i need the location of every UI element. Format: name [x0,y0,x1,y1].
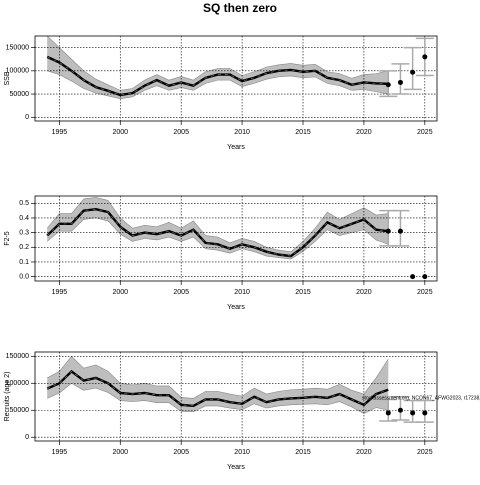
point [385,410,391,416]
point [397,228,403,234]
point [422,54,428,60]
y-tick-label: 50000 [10,91,30,98]
x-tick-label: 2010 [234,129,250,136]
plot-frame [34,195,438,282]
x-tick-label: 2010 [234,289,250,296]
y-tick-label: 150000 [6,353,29,360]
ci-band [47,356,389,414]
x-tick-label: 2005 [173,449,189,456]
x-tick-label: 2000 [112,449,128,456]
x-tick-label: 2025 [417,289,433,296]
point [397,407,403,413]
figure-title: SQ then zero [203,1,277,15]
y-tick-label: 0 [25,434,29,441]
x-tick-label: 2010 [234,449,250,456]
point [422,410,428,416]
point [410,410,416,416]
ci-band [47,36,389,99]
ci-band [47,197,389,260]
y-tick-label: 150000 [6,44,29,51]
y-tick-label: 100000 [6,380,29,387]
y-tick-label: 0 [25,114,29,121]
x-tick-label: 2020 [356,449,372,456]
x-tick-label: 2015 [295,449,311,456]
x-tick-label: 1995 [52,449,68,456]
x-tick-label: 2020 [356,289,372,296]
x-tick-label: 2025 [417,129,433,136]
x-tick-label: 2005 [173,289,189,296]
x-tick-label: 2020 [356,129,372,136]
y-tick-label: 50000 [10,407,30,414]
point [410,69,416,75]
y-tick-label: 100000 [6,68,29,75]
y-tick-label: 0.3 [19,229,29,236]
ci-lower [46,217,389,260]
point [385,228,391,234]
series-line-dash [46,208,389,257]
x-tick-label: 2000 [112,289,128,296]
ci-upper [46,197,389,253]
x-axis-label: Years [227,144,245,151]
x-axis-label: Years [227,304,245,311]
y-axis-label: SSB [4,71,11,85]
x-tick-label: 2025 [417,449,433,456]
point [410,274,416,280]
y-tick-label: 0.0 [19,273,29,280]
ci-upper [47,355,389,399]
ci-lower [47,70,389,100]
point [422,274,428,280]
y-axis-label: F2-5 [4,231,11,246]
x-tick-label: 1995 [52,129,68,136]
x-tick-label: 2015 [295,289,311,296]
y-axis-label: Recruits (age 2) [4,372,11,422]
y-tick-label: 0.1 [19,259,29,266]
point [397,79,403,85]
plot-frame [34,351,438,442]
y-tick-label: 0.5 [19,200,29,207]
x-tick-label: 2015 [295,129,311,136]
ci-upper [46,35,389,91]
y-tick-label: 0.4 [19,215,29,222]
y-tick-label: 0.2 [19,244,29,251]
annotation: stockassessment.org, NCON67_AFWG2023, r1… [362,395,480,401]
x-tick-label: 2000 [112,129,128,136]
plot-frame [34,35,438,122]
series-line-dash [47,370,389,407]
point [385,82,391,88]
x-axis-label: Years [227,464,245,471]
x-tick-label: 2005 [173,129,189,136]
ci-lower [47,382,389,414]
x-tick-label: 1995 [52,289,68,296]
series-line [46,55,389,97]
